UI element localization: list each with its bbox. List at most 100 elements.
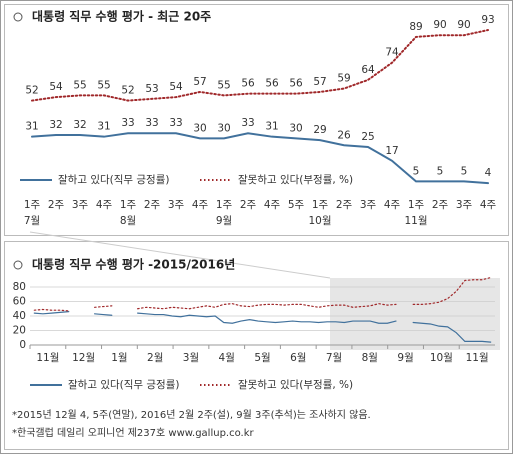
line xyxy=(93,305,113,308)
title-icon xyxy=(13,260,23,270)
y-tick-label: 40 xyxy=(13,310,26,322)
data-label: 74 xyxy=(385,47,399,59)
x-tick-label: 9월 xyxy=(397,352,413,364)
x-tick-label: 2주 xyxy=(240,199,257,211)
data-label: 64 xyxy=(361,64,375,76)
data-label: 90 xyxy=(457,19,470,31)
data-label: 5 xyxy=(413,165,420,177)
footnote: *2015년 12월 4, 5주(연말), 2016년 2월 2주(설), 9월… xyxy=(12,408,371,421)
x-tick-label: 4주 xyxy=(264,199,281,211)
title-icon xyxy=(13,12,23,22)
x-tick-label: 4주 xyxy=(96,199,113,211)
data-label: 55 xyxy=(73,79,86,91)
data-label: 4 xyxy=(485,167,492,179)
data-label: 55 xyxy=(217,79,230,91)
data-label: 30 xyxy=(193,122,206,134)
footnote: *한국갤럽 데일리 오피니언 제237호 www.gallup.co.kr xyxy=(12,427,255,439)
data-label: 33 xyxy=(145,117,158,129)
x-tick-label: 2주 xyxy=(48,199,65,211)
data-label: 52 xyxy=(25,85,38,97)
x-tick-label: 3주 xyxy=(72,199,89,211)
data-label: 53 xyxy=(145,83,158,95)
data-label: 33 xyxy=(241,117,254,129)
x-tick-label: 3주 xyxy=(360,199,377,211)
x-tick-label: 4주 xyxy=(192,199,209,211)
data-label: 26 xyxy=(337,129,351,141)
line xyxy=(412,276,492,305)
data-label: 25 xyxy=(361,131,374,143)
data-label: 17 xyxy=(385,145,398,157)
data-label: 31 xyxy=(265,121,278,133)
data-label: 57 xyxy=(313,76,326,88)
data-label: 56 xyxy=(265,78,279,90)
line xyxy=(412,321,492,343)
highlight-region xyxy=(330,278,500,350)
x-tick-label: 1주 xyxy=(312,199,329,211)
data-label: 90 xyxy=(433,19,446,31)
data-label: 56 xyxy=(241,78,255,90)
data-label: 30 xyxy=(289,122,302,134)
x-tick-label: 3주 xyxy=(168,199,185,211)
x-tick-label: 3월 xyxy=(183,352,199,364)
chart-title: 대통령 직무 수행 평가 - 최근 20주 xyxy=(32,9,211,24)
legend-label: 잘못하고 있다(부정률, %) xyxy=(238,378,353,391)
line xyxy=(31,132,489,185)
data-label: 5 xyxy=(461,165,468,177)
x-tick-label: 5주 xyxy=(288,199,305,211)
x-tick-label: 2월 xyxy=(147,352,163,364)
chart-title: 대통령 직무 수행 평가 -2015/2016년 xyxy=(32,257,235,272)
x-tick-label: 10월 xyxy=(308,215,331,227)
y-tick-label: 0 xyxy=(19,339,26,351)
x-tick-label: 9월 xyxy=(216,215,232,227)
line xyxy=(31,29,489,102)
x-tick-label: 4주 xyxy=(384,199,401,211)
x-tick-label: 1월 xyxy=(111,352,127,364)
line xyxy=(33,308,70,312)
data-label: 55 xyxy=(97,79,110,91)
legend-label: 잘못하고 있다(부정률, %) xyxy=(238,173,353,186)
x-tick-label: 1주 xyxy=(24,199,41,211)
line xyxy=(137,303,397,310)
x-tick-label: 4주 xyxy=(480,199,497,211)
data-label: 93 xyxy=(481,14,494,26)
y-tick-label: 60 xyxy=(13,296,26,308)
x-tick-label: 2주 xyxy=(336,199,353,211)
data-label: 89 xyxy=(409,21,422,33)
x-tick-label: 12월 xyxy=(72,352,95,364)
x-tick-label: 2주 xyxy=(144,199,161,211)
data-label: 31 xyxy=(97,121,110,133)
data-label: 54 xyxy=(49,81,63,93)
x-tick-label: 7월 xyxy=(326,352,342,364)
x-tick-label: 2주 xyxy=(432,199,449,211)
x-tick-label: 4월 xyxy=(219,352,235,364)
data-label: 32 xyxy=(73,119,86,131)
x-tick-label: 5월 xyxy=(254,352,270,364)
data-label: 33 xyxy=(121,117,134,129)
zoom-line xyxy=(29,231,331,279)
x-tick-label: 1주 xyxy=(120,199,137,211)
legend-label: 잘하고 있다(직무 긍정률) xyxy=(58,173,169,186)
x-tick-label: 8월 xyxy=(120,215,136,227)
data-label: 52 xyxy=(121,85,134,97)
data-label: 57 xyxy=(193,76,206,88)
x-tick-label: 8월 xyxy=(362,352,378,364)
x-tick-label: 11월 xyxy=(404,215,427,227)
data-label: 32 xyxy=(49,119,62,131)
data-label: 56 xyxy=(289,78,303,90)
data-label: 30 xyxy=(217,122,230,134)
legend-label: 잘하고 있다(직무 긍정률) xyxy=(68,378,179,391)
data-label: 31 xyxy=(25,121,38,133)
y-tick-label: 80 xyxy=(13,281,26,293)
data-label: 59 xyxy=(337,73,350,85)
x-tick-label: 3주 xyxy=(456,199,473,211)
x-tick-label: 10월 xyxy=(430,352,453,364)
bottom-panel xyxy=(4,241,509,450)
y-tick-label: 20 xyxy=(13,325,26,337)
data-label: 29 xyxy=(313,124,326,136)
x-tick-label: 1주 xyxy=(408,199,425,211)
x-tick-label: 7월 xyxy=(24,215,40,227)
x-tick-label: 6월 xyxy=(290,352,306,364)
line xyxy=(137,312,397,324)
